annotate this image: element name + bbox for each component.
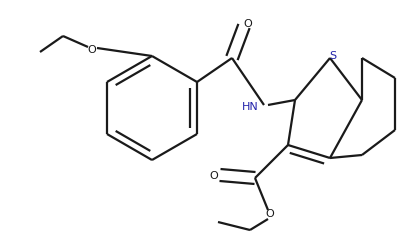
Text: S: S xyxy=(329,51,336,61)
Text: O: O xyxy=(243,19,252,29)
Text: HN: HN xyxy=(242,102,259,112)
Text: O: O xyxy=(88,45,96,55)
Text: O: O xyxy=(209,171,218,181)
Text: O: O xyxy=(265,209,274,219)
